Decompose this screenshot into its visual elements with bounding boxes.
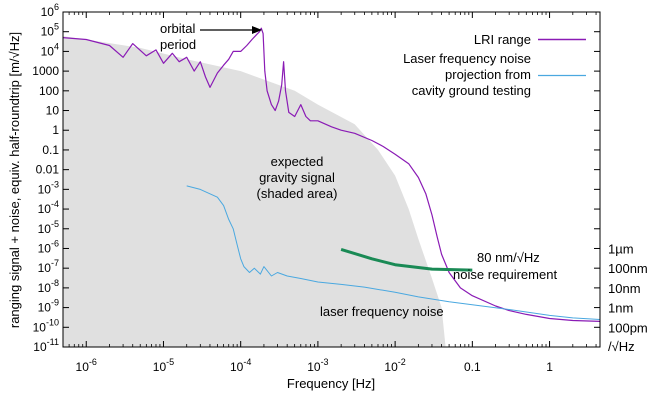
x-tick-label: 10-2: [384, 357, 405, 374]
annotation-gravity-line-3: (shaded area): [257, 186, 338, 201]
series-line-3: [340, 247, 473, 272]
series-line-1: [63, 27, 600, 322]
y-tick-label: 10-7: [38, 258, 59, 275]
right-tick-label: 100pm: [608, 320, 648, 335]
y-axis-label: ranging signal + noise, equiv. half-roun…: [7, 32, 22, 328]
plot-frame: [62, 11, 601, 348]
y-tick-label: 105: [41, 22, 59, 39]
y-tick-label: 0.01: [36, 163, 60, 177]
y-tick-label: 10: [46, 104, 60, 118]
legend-label-laser-line-3: cavity ground testing: [412, 83, 531, 98]
annotation-orbital-line-1: orbital: [160, 21, 196, 36]
annotation-gravity-line-1: expected: [271, 154, 324, 169]
annotation-requirement-line-2: noise requirement: [453, 267, 557, 282]
y-tick-label: 10-11: [33, 337, 59, 354]
right-axis: 1µm 100nm 10nm 1nm 100pm: [608, 241, 648, 335]
y-tick-label: 10-3: [38, 179, 59, 196]
x-tick-label: 10-4: [230, 357, 251, 374]
right-tick-label: 10nm: [608, 281, 641, 296]
annotation-gravity-line-2: gravity signal: [259, 170, 335, 185]
x-tick-label: 10-6: [76, 357, 97, 374]
y-tick-label: 10-6: [38, 238, 59, 255]
annotation-requirement-line-1: 80 nm/√Hz: [477, 250, 540, 265]
legend-label-lri: LRI range: [474, 32, 531, 47]
y-tick-label: 10-10: [33, 317, 59, 334]
legend-label-laser-line-2: projection from: [445, 67, 531, 82]
right-unit-label: /√Hz: [608, 339, 635, 354]
y-tick-label: 10-5: [38, 219, 59, 236]
y-tick-label: 1000: [32, 64, 59, 78]
y-tick-label: 106: [41, 2, 59, 19]
x-tick-label: 10-3: [307, 357, 328, 374]
legend: LRI range Laser frequency noise projecti…: [403, 32, 586, 98]
gravity-signal-shaded-area: [63, 36, 446, 347]
x-tick-label: 10-5: [153, 357, 174, 374]
y-tick-label: 10-9: [38, 298, 59, 315]
y-tick-label: 104: [41, 41, 59, 58]
x-axis: 10-6 10-5 10-4 10-3 10-2 0.1 1: [62, 12, 597, 374]
legend-label-laser-line-1: Laser frequency noise: [403, 51, 531, 66]
annotation-orbital-line-2: period: [160, 37, 196, 52]
orbital-period-arrow: [200, 26, 262, 34]
right-tick-label: 1µm: [608, 241, 634, 256]
annotation-laser-noise: laser frequency noise: [320, 304, 444, 319]
series-line-2: [186, 185, 600, 320]
x-axis-label: Frequency [Hz]: [287, 376, 375, 391]
x-tick-label: 0.1: [464, 360, 481, 374]
y-tick-label: 10-8: [38, 278, 59, 295]
right-tick-label: 1nm: [608, 301, 633, 316]
y-tick-label: 1: [52, 123, 59, 137]
y-tick-label: 0.1: [42, 143, 59, 157]
series-layer: [63, 27, 600, 322]
y-tick-label: 10-4: [38, 199, 59, 216]
x-tick-label: 1: [546, 360, 553, 374]
y-tick-label: 100: [39, 84, 59, 98]
right-tick-label: 100nm: [608, 261, 648, 276]
